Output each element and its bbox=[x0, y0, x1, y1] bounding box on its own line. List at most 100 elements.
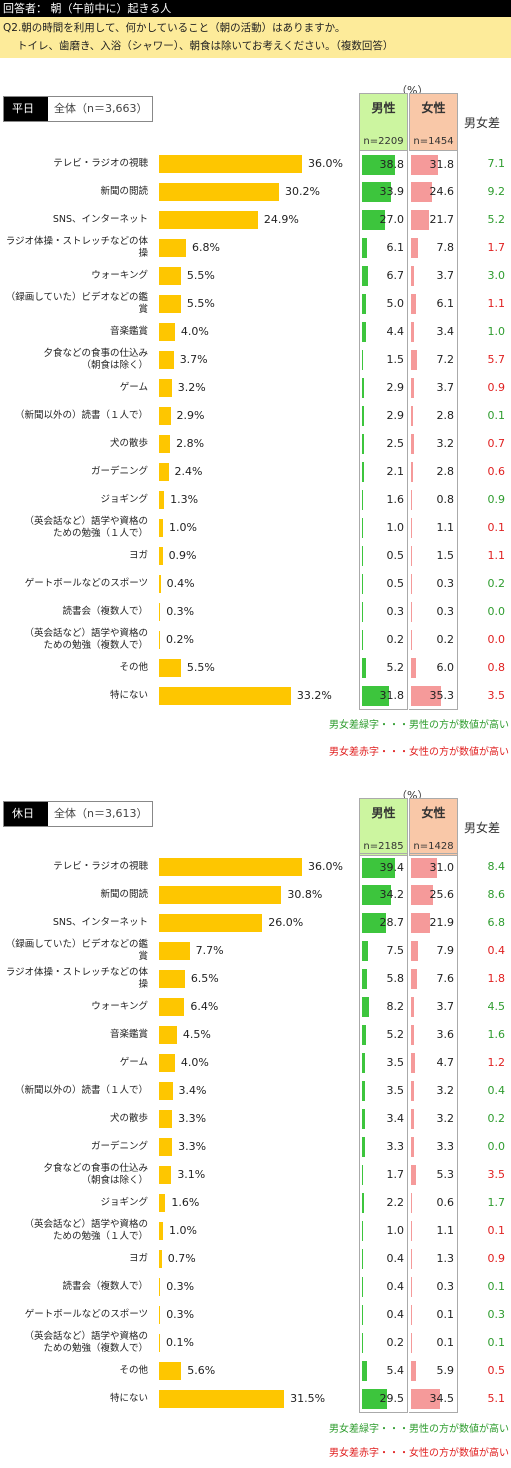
male-header: 男性 n=2185 bbox=[359, 798, 408, 856]
diff-cell: 0.9 bbox=[459, 374, 508, 402]
total-value-label: 0.7% bbox=[167, 1252, 196, 1265]
female-bar bbox=[411, 1137, 414, 1157]
category-label: 新聞の閲読 bbox=[100, 889, 148, 900]
male-cell: 2.5 bbox=[359, 430, 408, 458]
chart-row: その他 5.5% 5.2 6.0 0.8 bbox=[0, 654, 511, 682]
male-cell: 5.4 bbox=[359, 1357, 408, 1385]
diff-value: 0.6 bbox=[487, 465, 506, 478]
female-cell: 7.8 bbox=[409, 234, 458, 262]
female-cell: 7.6 bbox=[409, 965, 458, 993]
female-cell: 0.3 bbox=[409, 598, 458, 626]
male-bar bbox=[362, 602, 363, 622]
total-value-label: 5.6% bbox=[187, 1364, 216, 1377]
category-label: 読書会（複数人で） bbox=[62, 606, 148, 617]
chart-row: ゲートボールなどのスポーツ 0.3% 0.4 0.1 0.3 bbox=[0, 1301, 511, 1329]
male-value: 1.0 bbox=[386, 521, 405, 534]
diff-value: 5.7 bbox=[487, 353, 506, 366]
male-value: 0.2 bbox=[386, 633, 405, 646]
female-cell: 1.1 bbox=[409, 514, 458, 542]
female-bar bbox=[411, 1193, 412, 1213]
diff-value: 0.2 bbox=[487, 1112, 506, 1125]
question-line-1: Q2.朝の時間を利用して、何かしていること（朝の活動）はありますか。 bbox=[3, 22, 346, 34]
male-value: 1.0 bbox=[386, 1224, 405, 1237]
diff-value: 0.1 bbox=[487, 1336, 506, 1349]
total-bar bbox=[159, 435, 171, 453]
female-cell: 21.9 bbox=[409, 909, 458, 937]
category-label: 犬の散歩 bbox=[109, 438, 148, 449]
diff-value: 7.1 bbox=[487, 157, 506, 170]
diff-cell: 3.5 bbox=[459, 1161, 508, 1189]
diff-value: 1.2 bbox=[487, 1056, 506, 1069]
category-label: ジョギング bbox=[100, 1197, 148, 1208]
female-cell: 3.2 bbox=[409, 1105, 458, 1133]
female-value: 0.3 bbox=[436, 1280, 455, 1293]
chart-row: SNS、インターネット 26.0% 28.7 21.9 6.8 bbox=[0, 909, 511, 937]
female-bar bbox=[411, 490, 412, 510]
diff-value: 0.0 bbox=[487, 605, 506, 618]
total-value-label: 1.6% bbox=[171, 1196, 200, 1209]
chart-row: 音楽鑑賞 4.5% 5.2 3.6 1.6 bbox=[0, 1021, 511, 1049]
chart-row: （新聞以外の）読書（１人で） 3.4% 3.5 3.2 0.4 bbox=[0, 1077, 511, 1105]
male-cell: 0.4 bbox=[359, 1301, 408, 1329]
male-value: 0.4 bbox=[386, 1308, 405, 1321]
diff-cell: 1.1 bbox=[459, 290, 508, 318]
male-cell: 0.4 bbox=[359, 1245, 408, 1273]
female-value: 0.3 bbox=[436, 577, 455, 590]
female-bar bbox=[411, 210, 430, 230]
male-header-label: 男性 bbox=[371, 806, 396, 820]
male-value: 0.4 bbox=[386, 1252, 405, 1265]
diff-cell: 5.1 bbox=[459, 1385, 508, 1413]
category-label: ゲーム bbox=[119, 382, 148, 393]
female-value: 0.1 bbox=[436, 1336, 455, 1349]
male-bar bbox=[362, 1221, 363, 1241]
female-cell: 0.3 bbox=[409, 570, 458, 598]
female-cell: 4.7 bbox=[409, 1049, 458, 1077]
female-value: 7.8 bbox=[436, 241, 455, 254]
diff-cell: 1.7 bbox=[459, 234, 508, 262]
total-bar bbox=[159, 155, 302, 173]
female-value: 0.3 bbox=[436, 605, 455, 618]
male-bar bbox=[362, 1193, 364, 1213]
chart-row: ガーデニング 3.3% 3.3 3.3 0.0 bbox=[0, 1133, 511, 1161]
category-label: ガーデニング bbox=[90, 1141, 148, 1152]
category-label: （録画していた）ビデオなどの鑑賞 bbox=[5, 939, 148, 962]
male-bar bbox=[362, 406, 365, 426]
diff-cell: 0.2 bbox=[459, 1105, 508, 1133]
male-cell: 1.7 bbox=[359, 1161, 408, 1189]
chart-row: ラジオ体操・ストレッチなどの体操 6.5% 5.8 7.6 1.8 bbox=[0, 965, 511, 993]
male-cell: 38.8 bbox=[359, 150, 408, 178]
total-bar bbox=[159, 183, 279, 201]
male-bar bbox=[362, 1109, 365, 1129]
female-bar bbox=[411, 1025, 415, 1045]
chart-row: ゲーム 3.2% 2.9 3.7 0.9 bbox=[0, 374, 511, 402]
chart-row: 夕食などの食事の仕込み （朝食は除く） 3.7% 1.5 7.2 5.7 bbox=[0, 346, 511, 374]
female-header: 女性 n=1454 bbox=[409, 93, 458, 151]
male-cell: 5.2 bbox=[359, 654, 408, 682]
diff-cell: 8.4 bbox=[459, 853, 508, 881]
total-value-label: 4.0% bbox=[180, 325, 209, 338]
legend-red-note: 男女差赤字・・・女性の方が数値が高い bbox=[329, 747, 509, 758]
female-value: 3.7 bbox=[436, 1000, 455, 1013]
male-value: 5.8 bbox=[386, 972, 405, 985]
total-bar bbox=[159, 687, 291, 705]
diff-cell: 0.1 bbox=[459, 1273, 508, 1301]
total-value-label: 0.4% bbox=[166, 577, 195, 590]
total-value-label: 33.2% bbox=[296, 689, 332, 702]
total-value-label: 6.4% bbox=[190, 1000, 219, 1013]
total-bar bbox=[159, 1166, 172, 1184]
chart-row: ジョギング 1.3% 1.6 0.8 0.9 bbox=[0, 486, 511, 514]
male-value: 0.3 bbox=[386, 605, 405, 618]
category-label: （英会話など）語学や資格の ための勉強（複数人で） bbox=[24, 1331, 148, 1354]
male-value: 5.0 bbox=[386, 297, 405, 310]
female-cell: 21.7 bbox=[409, 206, 458, 234]
total-bar bbox=[159, 239, 186, 257]
category-label: （新聞以外の）読書（１人で） bbox=[14, 410, 148, 421]
female-bar bbox=[411, 1305, 412, 1325]
male-cell: 0.2 bbox=[359, 1329, 408, 1357]
female-bar bbox=[411, 630, 412, 650]
male-bar bbox=[362, 858, 396, 878]
diff-cell: 0.9 bbox=[459, 486, 508, 514]
male-bar bbox=[362, 322, 366, 342]
legend-red-note: 男女差赤字・・・女性の方が数値が高い bbox=[329, 1448, 509, 1459]
chart-row: （録画していた）ビデオなどの鑑賞 7.7% 7.5 7.9 0.4 bbox=[0, 937, 511, 965]
